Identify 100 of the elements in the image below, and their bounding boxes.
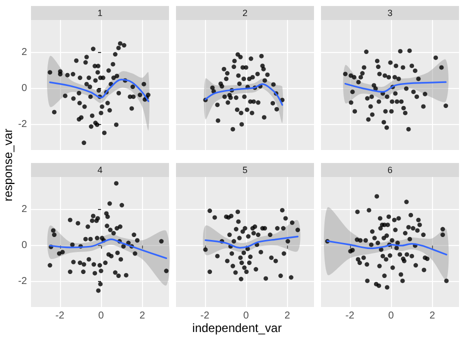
point [352, 74, 356, 80]
point [278, 274, 283, 278]
point [269, 255, 274, 260]
point [406, 126, 411, 132]
point [232, 58, 237, 64]
point [256, 232, 260, 238]
point [256, 100, 260, 105]
point [286, 239, 290, 244]
y-tick-label: 2 [21, 204, 28, 215]
point [242, 265, 247, 270]
point [107, 201, 112, 206]
chart-title: 6 [321, 163, 459, 177]
point [233, 270, 238, 275]
point [401, 106, 406, 110]
point [251, 99, 256, 104]
point [116, 274, 121, 278]
point [288, 275, 294, 280]
point [232, 239, 236, 244]
point [234, 226, 238, 232]
point [358, 74, 363, 80]
point [366, 117, 371, 122]
point [404, 86, 409, 91]
point [393, 91, 398, 96]
point [121, 244, 126, 249]
point [86, 257, 92, 262]
point [407, 48, 412, 53]
x-tick-label: -2 [200, 310, 210, 322]
point [222, 94, 227, 99]
point [234, 107, 240, 112]
point [230, 251, 234, 256]
point [352, 109, 358, 114]
point [394, 64, 398, 68]
point [70, 242, 75, 247]
point [109, 254, 114, 258]
point [83, 236, 88, 242]
point [124, 272, 128, 278]
point [350, 90, 355, 94]
point [238, 255, 243, 260]
point [282, 251, 286, 256]
point [228, 214, 234, 218]
point [132, 251, 138, 256]
point [92, 262, 96, 267]
chart-title: 1 [31, 6, 169, 20]
point [215, 254, 220, 258]
point [412, 68, 418, 73]
point [281, 226, 286, 231]
y-tick-label: 2 [21, 47, 28, 58]
x-tick-label: 0 [243, 310, 250, 322]
point [244, 270, 249, 274]
point [135, 238, 140, 243]
point [259, 54, 264, 58]
point [399, 99, 404, 104]
point [396, 76, 401, 82]
point [238, 276, 244, 282]
point [402, 110, 408, 116]
point [369, 94, 374, 99]
y-axis-title: response_var [1, 128, 15, 204]
point [120, 202, 124, 208]
point [118, 257, 124, 262]
point [236, 219, 241, 224]
point [398, 48, 403, 54]
point [250, 74, 255, 80]
line-series [49, 238, 168, 260]
point [108, 228, 113, 232]
point [238, 110, 244, 116]
point [111, 230, 116, 236]
point [421, 104, 426, 109]
x-tick-label: 2 [429, 310, 436, 322]
point [364, 50, 369, 54]
point [382, 73, 388, 78]
point [78, 260, 82, 266]
point [211, 89, 216, 94]
chart-title: 3 [321, 6, 459, 20]
x-tick-label: 0 [388, 310, 394, 322]
point [251, 230, 256, 236]
point [208, 270, 212, 274]
point [226, 100, 230, 105]
point [433, 55, 438, 60]
point [444, 104, 448, 108]
chart-title: 4 [31, 163, 169, 177]
point [164, 268, 169, 274]
point [225, 71, 230, 76]
point [114, 226, 120, 231]
point [244, 107, 250, 112]
point [356, 80, 361, 84]
point [390, 99, 394, 104]
point [372, 83, 376, 88]
point [103, 260, 108, 266]
point [112, 270, 118, 275]
point [118, 224, 122, 229]
point [248, 56, 254, 61]
point [224, 76, 229, 82]
point [439, 65, 444, 70]
point [242, 250, 246, 256]
point [264, 276, 268, 281]
point [362, 65, 366, 70]
point [247, 260, 252, 266]
point [227, 232, 232, 238]
point [274, 106, 279, 112]
x-tick-label: 0 [98, 310, 104, 322]
